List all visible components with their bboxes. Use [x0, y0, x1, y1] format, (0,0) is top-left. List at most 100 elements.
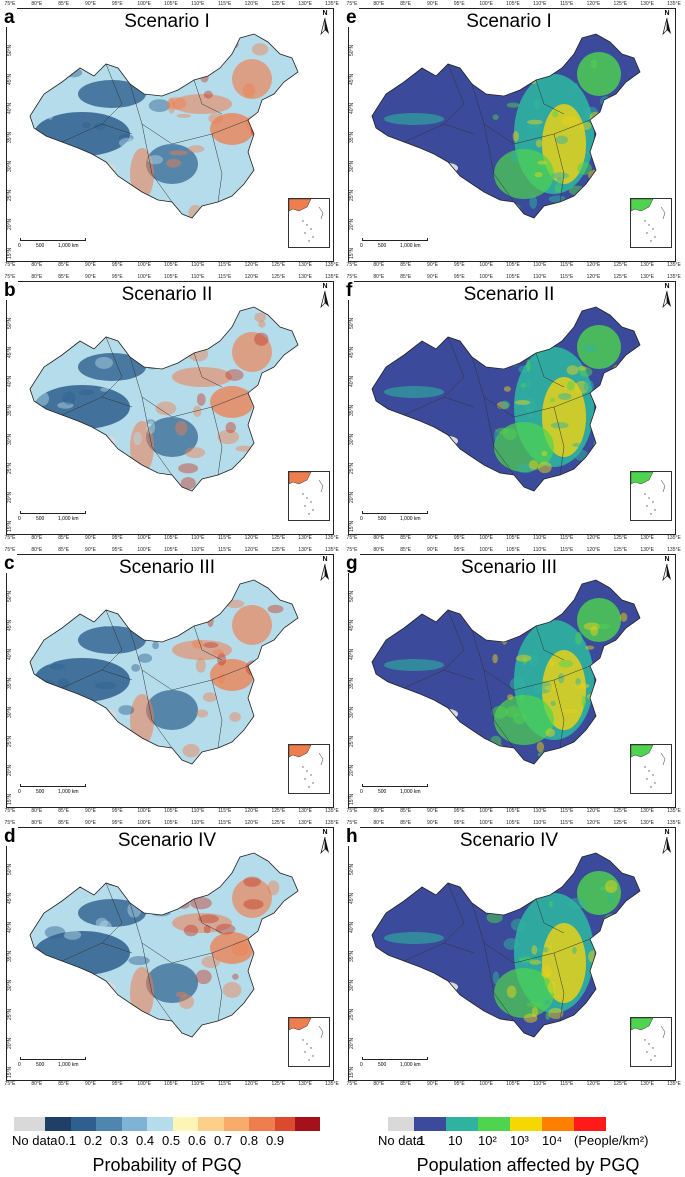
- legend-swatch: [198, 1117, 224, 1131]
- longitude-label-bottom: 105°E: [506, 262, 520, 268]
- scale-bar: 0 500 1,000 km: [360, 1057, 432, 1071]
- longitude-label-top: 115°E: [218, 1, 232, 7]
- longitude-label-bottom: 125°E: [613, 1081, 628, 1087]
- latitude-label: 45°N: [7, 73, 13, 85]
- longitude-label-bottom: 80°E: [31, 1081, 43, 1087]
- longitude-label-bottom: 110°E: [191, 1081, 205, 1087]
- probability-patch: [242, 83, 256, 98]
- legend-swatch: [542, 1117, 574, 1131]
- latitude-label: 30°N: [7, 433, 13, 445]
- population-patch: [575, 631, 583, 645]
- scale-bar: 0 500 1,000 km: [18, 238, 90, 252]
- probability-patch: [271, 954, 293, 962]
- probability-patch: [51, 963, 64, 972]
- probability-patch: [57, 402, 74, 409]
- probability-patch: [51, 986, 60, 992]
- longitude-label-top: 130°E: [640, 274, 654, 280]
- china-map: [29, 306, 299, 492]
- population-patch: [540, 965, 552, 979]
- probability-patch: [266, 108, 276, 114]
- longitude-label-bottom: 90°E: [85, 535, 96, 541]
- no-data-area: [96, 436, 116, 446]
- population-patch: [583, 344, 597, 353]
- population-patch: [549, 660, 555, 667]
- probability-patch: [80, 205, 101, 215]
- china-map: [29, 852, 299, 1038]
- probability-patch: [82, 122, 91, 129]
- probability-patch: [203, 925, 211, 934]
- longitude-label-top: 135°E: [325, 1, 339, 7]
- latitude-label: 15°N: [349, 247, 355, 259]
- probability-patch: [142, 37, 151, 52]
- latitude-label: 15°N: [7, 793, 13, 805]
- probability-patch: [92, 705, 106, 720]
- longitude-label-top: 105°E: [164, 820, 178, 826]
- population-patch: [611, 652, 616, 667]
- population-patch: [609, 924, 628, 937]
- longitude-label-top: 90°E: [427, 1, 438, 7]
- scale-bar-label: 500: [378, 516, 387, 522]
- longitude-label-top: 125°E: [613, 274, 628, 280]
- legend-tick-label: 0.7: [214, 1133, 233, 1148]
- population-patch: [566, 365, 579, 376]
- population-patch: [503, 938, 519, 950]
- probability-patch: [167, 97, 176, 114]
- population-patch: [552, 110, 559, 118]
- population-patch: [494, 429, 499, 443]
- low-probability-area: [146, 144, 198, 184]
- longitude-label-top: 110°E: [191, 274, 205, 280]
- china-map: [371, 306, 641, 492]
- population-patch: [609, 182, 621, 196]
- longitude-label-bottom: 105°E: [164, 808, 178, 814]
- probability-patch: [243, 899, 264, 910]
- population-patch: [507, 607, 525, 621]
- probability-patch: [95, 356, 114, 369]
- longitude-label-top: 105°E: [506, 547, 520, 553]
- population-patch: [550, 700, 556, 707]
- longitude-label-top: 115°E: [560, 1, 574, 7]
- longitude-label-bottom: 75°E: [346, 808, 358, 814]
- population-patch: [619, 170, 629, 179]
- province-boundary: [443, 609, 465, 671]
- longitude-label-bottom: 125°E: [271, 262, 286, 268]
- latitude-label: 30°N: [349, 979, 355, 991]
- legend-tick-label: 0.1: [58, 1133, 77, 1148]
- population-patch: [534, 681, 552, 694]
- probability-patch: [101, 616, 118, 627]
- probability-patch: [118, 137, 136, 148]
- latitude-label: 15°N: [7, 1066, 13, 1078]
- probability-patch: [203, 90, 213, 99]
- longitude-label-top: 80°E: [31, 274, 43, 280]
- population-patch: [519, 694, 525, 702]
- probability-patch: [188, 882, 207, 892]
- probability-patch: [46, 107, 54, 120]
- longitude-label-top: 100°E: [137, 820, 151, 826]
- latitude-label: 35°N: [349, 677, 355, 689]
- longitude-label-bottom: 80°E: [31, 262, 43, 268]
- longitude-label-bottom: 125°E: [613, 808, 628, 814]
- panel-letter: h: [344, 826, 360, 847]
- population-patch: [595, 754, 603, 760]
- probability-patch: [188, 204, 203, 218]
- population-patch: [534, 98, 539, 110]
- legend-swatch: [172, 1117, 199, 1131]
- panel-title: Scenario II: [463, 284, 555, 305]
- panel-title: Scenario II: [121, 284, 213, 305]
- population-patch: [561, 708, 578, 713]
- probability-patch: [217, 653, 227, 666]
- longitude-label-top: 95°E: [111, 547, 123, 553]
- latitude-label: 25°N: [7, 735, 13, 747]
- latitude-label: 20°N: [7, 491, 13, 503]
- probability-patch: [105, 875, 119, 886]
- longitude-label-top: 105°E: [506, 274, 520, 280]
- longitude-label-bottom: 115°E: [218, 535, 232, 541]
- population-patch: [558, 392, 572, 401]
- high-probability-area: [210, 659, 254, 691]
- probability-patch: [118, 382, 137, 390]
- latitude-label: 45°N: [349, 892, 355, 904]
- longitude-label-top: 75°E: [4, 547, 16, 553]
- population-patch: [504, 338, 509, 348]
- population-patch: [578, 196, 584, 202]
- probability-patch: [102, 454, 115, 459]
- population-patch: [514, 400, 531, 406]
